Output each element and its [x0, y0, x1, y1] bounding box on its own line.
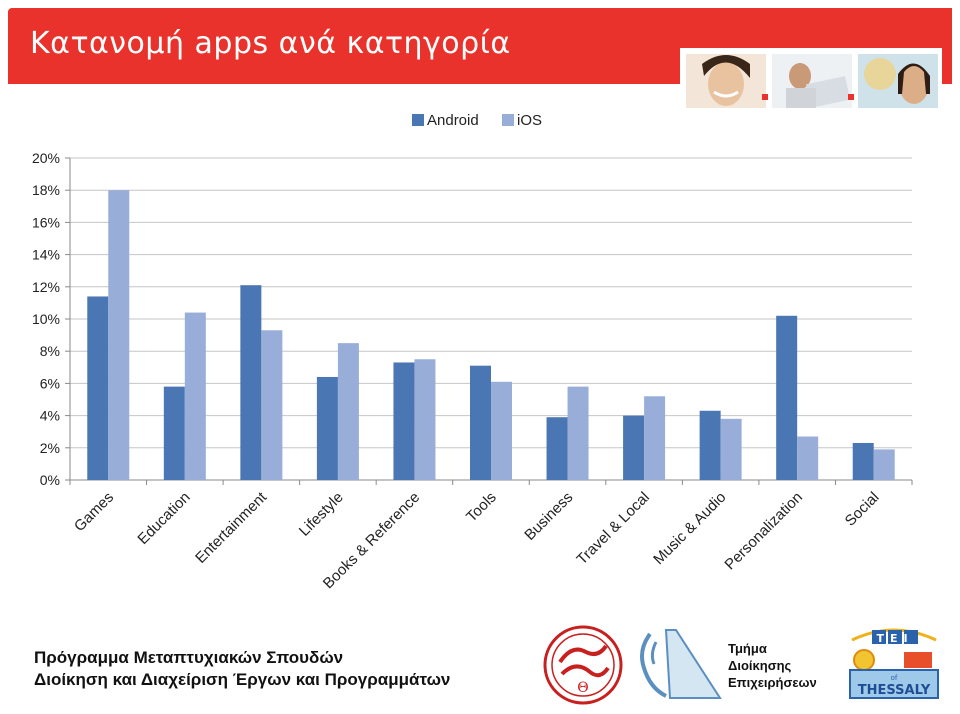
woman-headset-photo — [686, 54, 766, 108]
separator-dot — [848, 94, 854, 100]
department-name: Τμήμα Διοίκησης Επιχειρήσεων — [728, 640, 817, 691]
y-tick-label: 14% — [32, 247, 60, 263]
y-tick-label: 6% — [40, 375, 60, 391]
svg-text:Θ: Θ — [577, 680, 588, 696]
bar-android — [852, 442, 874, 480]
legend-label: iOS — [517, 112, 542, 129]
y-tick-label: 0% — [40, 472, 60, 488]
y-tick-label: 20% — [32, 150, 60, 166]
x-tick-label: Games — [71, 489, 117, 535]
x-tick-label: Music & Audio — [650, 489, 729, 568]
dept-line-2: Διοίκησης — [728, 658, 792, 673]
dept-line-3: Επιχειρήσεων — [728, 675, 817, 690]
legend-swatch-ios — [502, 114, 514, 126]
bar-android — [623, 415, 645, 480]
bar-ios — [720, 418, 742, 480]
legend-label: Android — [427, 112, 479, 129]
bar-ios — [873, 449, 895, 480]
y-tick-label: 10% — [32, 311, 60, 327]
x-tick-label: Lifestyle — [296, 489, 347, 540]
tei-logo-top: TEI — [876, 632, 913, 645]
department-logo — [636, 628, 722, 704]
bar-chart: 0% 2% 4% 6% 8% 10% 12% 14% 16% 18% 20% Games Educati… — [32, 112, 913, 592]
dept-line-1: Τμήμα — [728, 641, 767, 656]
bar-android — [240, 285, 262, 480]
header-photo-strip — [680, 48, 942, 110]
bar-ios — [108, 190, 130, 480]
y-tick-label: 8% — [40, 343, 60, 359]
man-laptop-photo — [772, 54, 852, 108]
bar-android — [470, 365, 491, 480]
y-tick-label: 18% — [32, 182, 60, 198]
bar-ios — [414, 359, 436, 480]
program-subtitle: Διοίκηση και Διαχείριση Έργων και Προγρα… — [34, 670, 451, 689]
x-tick-label: Entertainment — [192, 488, 271, 567]
tei-logo-text: THESSALY — [858, 683, 931, 698]
bar-android — [163, 386, 185, 480]
page-title: Κατανομή apps ανά κατηγορία — [30, 26, 511, 61]
program-name: Πρόγραμμα Μεταπτυχιακών Σπουδών — [34, 648, 344, 667]
bar-android — [393, 362, 415, 480]
separator-dot — [762, 94, 768, 100]
y-tick-label: 16% — [32, 214, 60, 230]
x-tick-label: Social — [842, 489, 883, 530]
bar-ios — [491, 381, 512, 480]
bar-android — [316, 376, 338, 480]
bar-android — [776, 315, 798, 480]
bar-ios — [184, 312, 206, 480]
bar-android — [546, 417, 568, 480]
x-tick-label: Travel & Local — [573, 489, 652, 568]
y-tick-label: 2% — [40, 440, 60, 456]
x-tick-label: Personalization — [721, 489, 806, 574]
x-tick-label: Tools — [463, 489, 500, 526]
bar-ios — [567, 386, 589, 480]
tei-thessaly-logo: TEI of THESSALY — [846, 626, 942, 706]
bar-android — [87, 296, 109, 480]
bar-ios — [337, 343, 359, 480]
bar-ios — [261, 330, 283, 480]
y-tick-label: 12% — [32, 279, 60, 295]
university-seal-logo: Θ — [540, 622, 626, 712]
x-tick-label: Education — [134, 489, 193, 548]
bar-android — [699, 410, 721, 480]
tei-logo-of: of — [891, 674, 898, 682]
legend-swatch-android — [412, 114, 424, 126]
y-tick-label: 4% — [40, 408, 60, 424]
x-tick-label: Business — [521, 489, 576, 544]
bar-ios — [644, 396, 666, 480]
woman-headset-map-photo — [858, 54, 938, 108]
bar-ios — [797, 436, 819, 480]
